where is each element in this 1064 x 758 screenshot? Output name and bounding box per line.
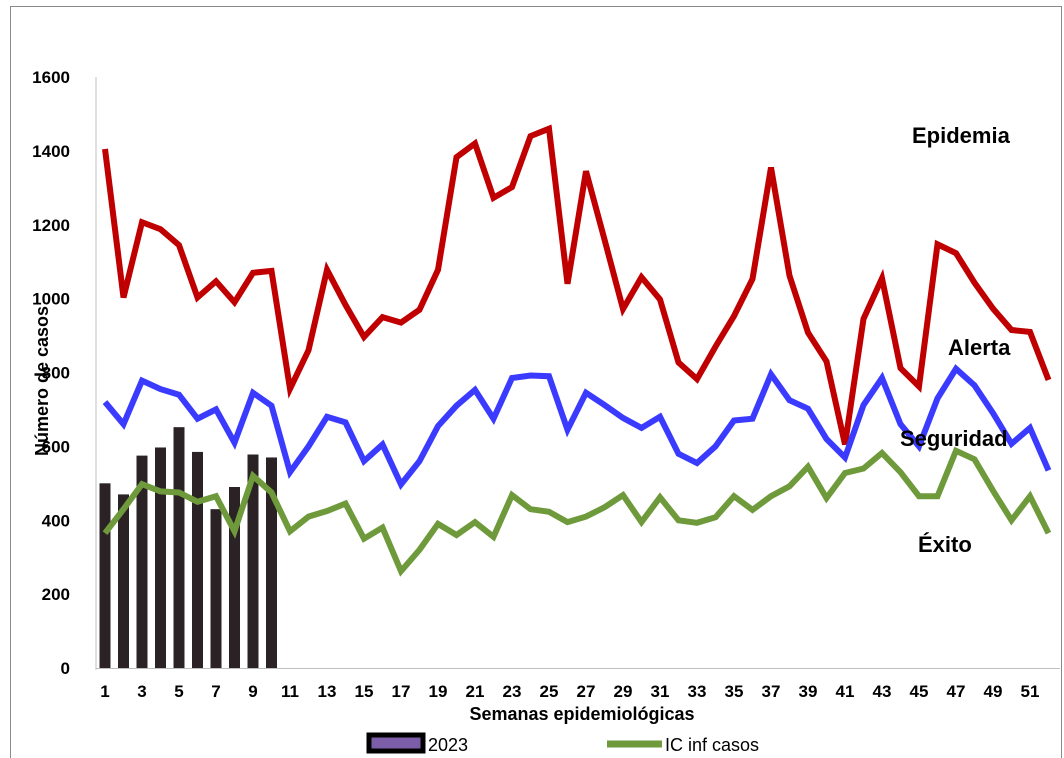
x-tick-label: 43: [873, 682, 892, 701]
y-tick-label: 800: [42, 364, 70, 383]
y-tick-label: 1600: [32, 68, 70, 87]
x-tick-label: 31: [651, 682, 670, 701]
y-tick-labels: 0 200 400 600 800 1000 1200 1400 1600: [32, 68, 70, 678]
x-tick-label: 27: [577, 682, 596, 701]
series-line-ic-inf-casos: [102, 446, 1052, 577]
y-tick-label: 1400: [32, 142, 70, 161]
y-tick-label: 1000: [32, 290, 70, 309]
legend: 2023 IC inf casos: [366, 732, 759, 755]
x-tick-label: 37: [762, 682, 781, 701]
x-tick-label: 41: [836, 682, 855, 701]
y-tick-label: 200: [42, 585, 70, 604]
x-tick-label: 19: [429, 682, 448, 701]
y-tick-label: 600: [42, 437, 70, 456]
annotation-epidemia: Epidemia: [912, 123, 1011, 148]
chart-frame: [10, 6, 1062, 758]
bar-2023: [155, 447, 166, 668]
x-tick-label: 17: [392, 682, 411, 701]
bar-2023: [210, 509, 222, 668]
x-tick-label: 29: [614, 682, 633, 701]
annotation-alerta: Alerta: [948, 335, 1011, 360]
x-tick-labels: 1 3 5 7 9 11 13 15 17 19 21 23 25 27 29 31 33 35 37 39 41 43 4…: [100, 682, 1039, 701]
legend-swatch-2023: [366, 732, 426, 754]
bar-2023: [173, 427, 185, 668]
annotation-exito: Éxito: [918, 532, 972, 557]
legend-label-2023: 2023: [428, 735, 468, 755]
x-tick-label: 13: [318, 682, 337, 701]
series-line-red: [102, 124, 1052, 446]
bar-2023: [266, 457, 277, 668]
bar-2023: [99, 483, 111, 668]
x-tick-label: 25: [540, 682, 559, 701]
x-axis-title: Semanas epidemiológicas: [469, 704, 694, 724]
bar-2023: [118, 494, 129, 668]
x-tick-label: 11: [281, 682, 299, 701]
x-tick-label: 15: [355, 682, 374, 701]
y-axis-title: Número de casos: [32, 306, 52, 456]
x-tick-label: 45: [910, 682, 929, 701]
x-tick-label: 23: [503, 682, 522, 701]
x-tick-label: 39: [799, 682, 818, 701]
series-line-blue: [102, 364, 1052, 491]
x-tick-label: 1: [100, 682, 109, 701]
x-tick-label: 49: [984, 682, 1003, 701]
x-tick-label: 9: [248, 682, 257, 701]
annotation-seguridad: Seguridad: [900, 426, 1008, 451]
bar-2023: [192, 451, 203, 668]
series-lines: [102, 124, 1052, 577]
x-tick-label: 33: [688, 682, 707, 701]
bar-2023: [247, 454, 259, 668]
bar-2023: [229, 487, 240, 668]
x-tick-label: 7: [211, 682, 220, 701]
x-tick-label: 3: [137, 682, 146, 701]
y-tick-label: 0: [61, 659, 70, 678]
y-tick-label: 1200: [32, 216, 70, 235]
x-tick-label: 5: [174, 682, 183, 701]
x-tick-label: 51: [1021, 682, 1040, 701]
bar-2023: [136, 455, 148, 668]
x-tick-label: 35: [725, 682, 744, 701]
x-tick-label: 21: [466, 682, 485, 701]
bars-2023: [99, 427, 277, 668]
y-tick-label: 400: [42, 511, 70, 530]
x-tick-label: 47: [947, 682, 966, 701]
legend-label-ic-inf-casos: IC inf casos: [665, 735, 759, 755]
